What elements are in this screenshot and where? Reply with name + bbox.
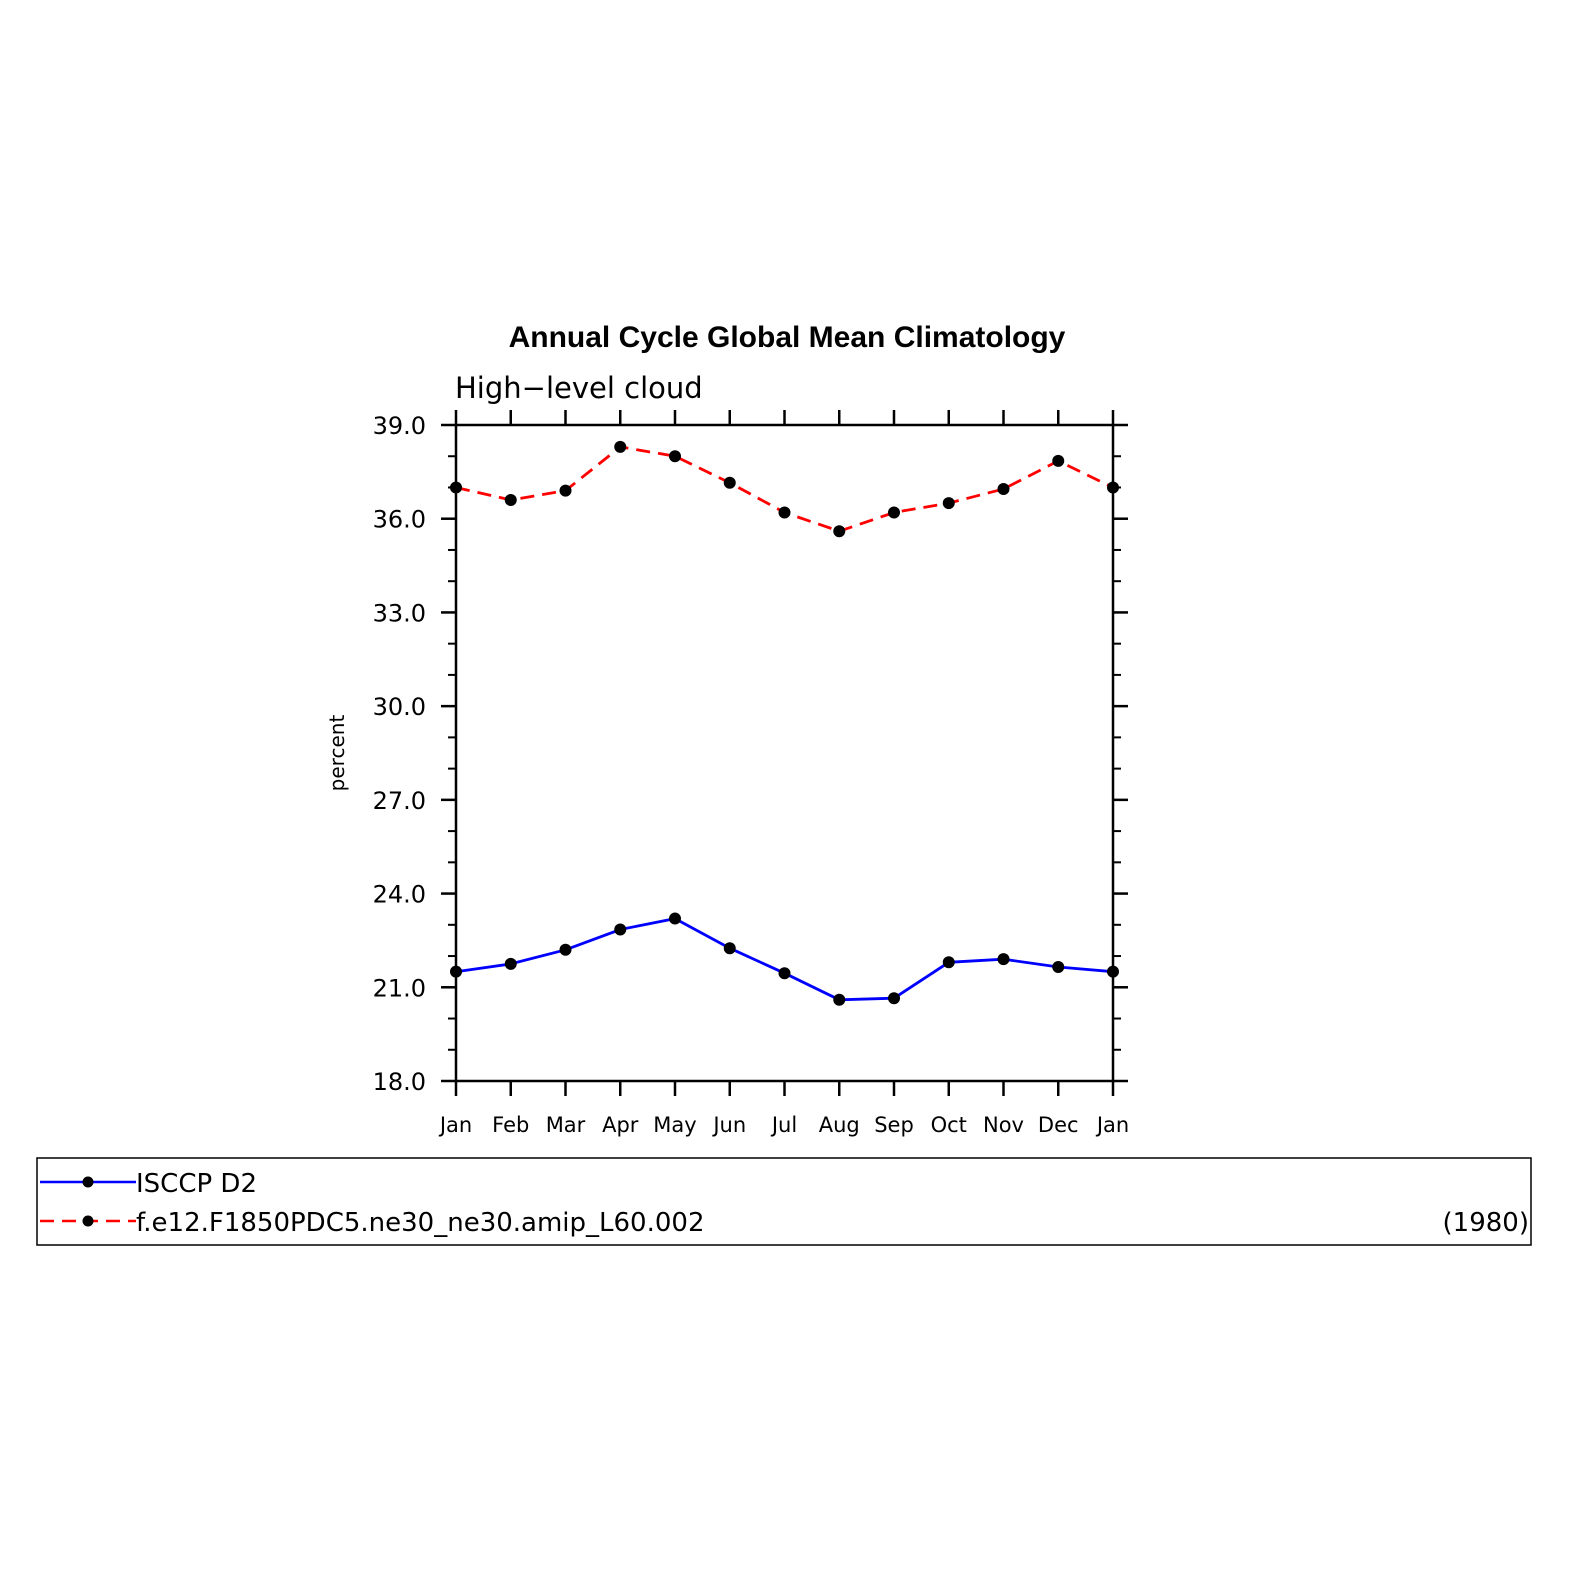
data-point-series-1 — [942, 497, 955, 510]
x-tick-label: Nov — [983, 1113, 1024, 1137]
plot-frame — [454, 423, 1115, 1083]
plot-area: 18.0 21.0 24.0 27.0 30.0 33.0 36.0 39.0 Jan Feb M… — [373, 410, 1129, 1137]
y-tick-label: 39.0 — [373, 412, 426, 440]
data-point-series-1 — [614, 440, 627, 453]
x-tick-label: Jul — [770, 1113, 797, 1137]
data-point-series-1 — [1107, 481, 1119, 494]
data-point-series-1 — [450, 481, 462, 494]
data-point-series-1 — [669, 450, 681, 463]
data-point-series-0 — [942, 956, 955, 969]
data-point-series-1 — [997, 483, 1010, 496]
data-point-series-1 — [778, 506, 791, 519]
y-tick-label: 36.0 — [373, 506, 426, 534]
x-tick-label: Oct — [931, 1113, 967, 1137]
y-tick-label: 18.0 — [373, 1068, 426, 1096]
data-point-series-0 — [833, 993, 846, 1006]
legend-note: (1980) — [1443, 1208, 1529, 1238]
data-point-series-1 — [888, 506, 900, 519]
series-line-1 — [455, 445, 1114, 533]
x-tick-label: Mar — [546, 1113, 586, 1137]
legend-marker-isccp — [82, 1176, 94, 1188]
data-point-series-0 — [669, 912, 681, 925]
data-point-series-0 — [778, 967, 791, 980]
data-point-series-0 — [1107, 965, 1119, 978]
series-lines — [455, 445, 1114, 1002]
data-point-series-0 — [997, 953, 1010, 966]
legend: ISCCP D2 f.e12.F1850PDC5.ne30_ne30.amip_… — [36, 1157, 1532, 1246]
series-line-0 — [455, 917, 1114, 1002]
x-tick-label: Aug — [819, 1113, 860, 1137]
x-tick-label: Sep — [874, 1113, 914, 1137]
x-tick-label: Apr — [602, 1113, 639, 1137]
chart-title: Annual Cycle Global Mean Climatology — [509, 321, 1066, 354]
data-point-series-0 — [450, 965, 462, 978]
y-tick-label: 21.0 — [373, 974, 426, 1002]
data-point-series-1 — [504, 493, 517, 506]
data-point-series-1 — [833, 525, 846, 538]
legend-marker-model — [82, 1215, 94, 1227]
data-point-series-0 — [888, 992, 900, 1005]
x-tick-label: Jun — [711, 1113, 746, 1137]
data-point-series-1 — [723, 476, 736, 489]
y-ticks: 18.0 21.0 24.0 27.0 30.0 33.0 36.0 39.0 — [373, 412, 1128, 1096]
y-axis-label: percent — [325, 715, 349, 792]
legend-label-isccp: ISCCP D2 — [136, 1169, 257, 1199]
legend-label-model: f.e12.F1850PDC5.ne30_ne30.amip_L60.002 — [136, 1208, 704, 1238]
x-tick-label: Dec — [1038, 1113, 1079, 1137]
data-point-series-0 — [504, 957, 517, 970]
x-ticks: Jan Feb Mar Apr May Jun Jul Aug Sep Oct Nov Dec Jan — [438, 410, 1129, 1137]
y-tick-label: 33.0 — [373, 599, 426, 627]
data-point-series-0 — [614, 923, 627, 936]
y-tick-label: 30.0 — [373, 693, 426, 721]
legend-box — [36, 1157, 1532, 1246]
data-point-series-0 — [1052, 960, 1065, 973]
x-tick-label: Jan — [1095, 1113, 1129, 1137]
data-point-series-1 — [1052, 454, 1065, 467]
data-point-series-0 — [723, 942, 736, 955]
data-point-series-0 — [559, 943, 572, 956]
series-markers — [450, 440, 1119, 1006]
y-tick-label: 27.0 — [373, 787, 426, 815]
y-tick-label: 24.0 — [373, 881, 426, 909]
x-tick-label: Feb — [492, 1113, 529, 1137]
x-tick-label: Jan — [438, 1113, 472, 1137]
x-tick-label: May — [653, 1113, 696, 1137]
chart-subtitle: High−level cloud — [455, 371, 703, 405]
data-point-series-1 — [559, 484, 572, 497]
